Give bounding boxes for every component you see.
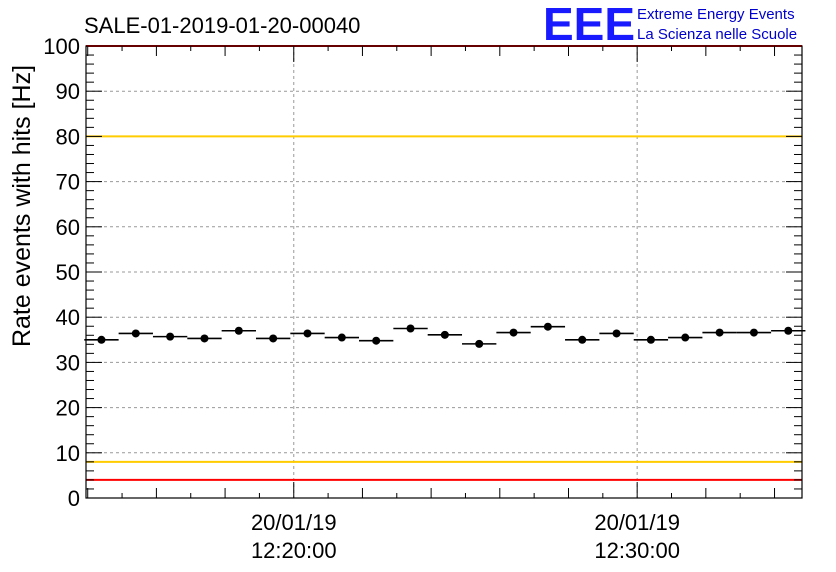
data-point (612, 329, 621, 338)
data-point (681, 333, 690, 342)
data-point (749, 328, 758, 337)
y-tick-label: 40 (56, 305, 80, 330)
y-tick-label: 60 (56, 215, 80, 240)
x-tick-labels: 20/01/19 12:20:00 20/01/19 12:30:00 (251, 510, 680, 563)
data-point (303, 329, 312, 338)
grid-layer (86, 46, 802, 498)
data-point (440, 330, 449, 339)
data-point (166, 332, 175, 341)
data-point (131, 329, 140, 338)
y-tick-label: 50 (56, 260, 80, 285)
y-tick-label: 70 (56, 170, 80, 195)
y-tick-label: 80 (56, 124, 80, 149)
y-tick-label: 10 (56, 441, 80, 466)
data-point (509, 328, 518, 337)
y-axis-label: Rate events with hits [Hz] (8, 65, 36, 347)
data-point (646, 335, 655, 344)
data-point (578, 335, 587, 344)
data-point (337, 333, 346, 342)
y-tick-label: 100 (43, 34, 80, 59)
y-tick-label: 90 (56, 79, 80, 104)
x-tick-date: 20/01/19 (251, 510, 337, 535)
y-tick-labels: 0 10 20 30 40 50 60 70 80 90 100 (43, 34, 80, 511)
x-tick-date: 20/01/19 (594, 510, 680, 535)
data-point (406, 324, 415, 333)
eee-logo-line2: La Scienza nelle Scuole (637, 26, 797, 43)
data-point (269, 334, 278, 343)
x-tick-time: 12:30:00 (594, 538, 680, 563)
y-tick-label: 30 (56, 350, 80, 375)
eee-logo-line1: Extreme Energy Events (637, 6, 795, 23)
data-point (372, 336, 381, 345)
y-tick-label: 20 (56, 396, 80, 421)
y-tick-label: 0 (68, 486, 80, 511)
data-point (97, 335, 106, 344)
data-point (200, 334, 209, 343)
reference-lines (86, 45, 802, 481)
data-point (543, 322, 552, 331)
data-points (84, 322, 806, 348)
data-point (784, 326, 793, 335)
chart-title: SALE-01-2019-01-20-00040 (84, 13, 360, 38)
data-point (475, 339, 484, 348)
x-tick-time: 12:20:00 (251, 538, 337, 563)
eee-logo-mark: EEE (543, 0, 635, 50)
eee-logo: EEE Extreme Energy Events La Scienza nel… (543, 0, 797, 50)
data-point (715, 328, 724, 337)
data-point (234, 326, 243, 335)
axis-ticks (86, 45, 802, 499)
